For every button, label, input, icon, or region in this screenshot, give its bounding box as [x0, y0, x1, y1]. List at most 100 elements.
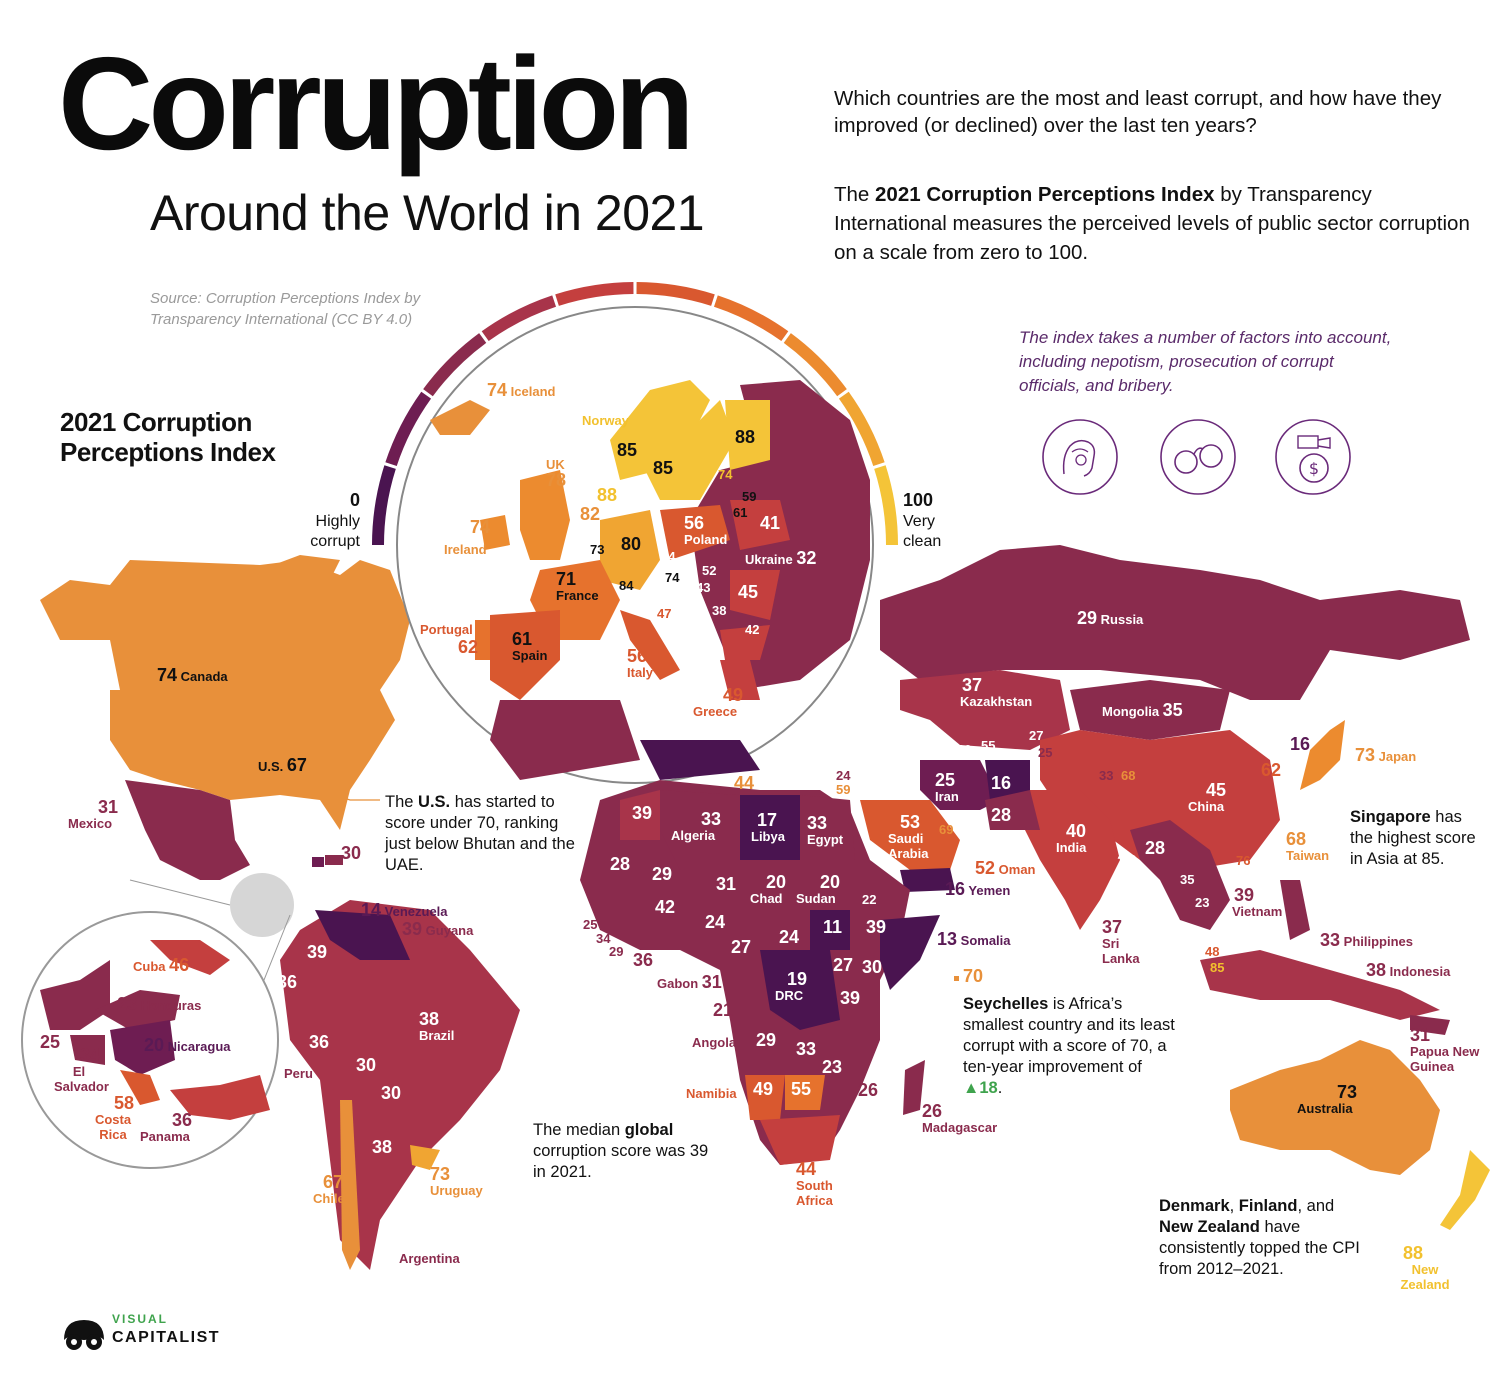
brand-capitalist: CAPITALIST — [112, 1329, 221, 1346]
note-top-finland: Finland — [1238, 1197, 1298, 1215]
label-germany: 80 — [621, 534, 642, 554]
label-drc: 19 DRC — [775, 969, 808, 1003]
label-spain: 61 Spain — [512, 629, 548, 663]
note-top-new-zealand: New Zealand — [1159, 1218, 1260, 1236]
visual-capitalist-logo-icon — [64, 1320, 104, 1350]
label-brazil: 38 Brazil — [419, 1009, 455, 1043]
note-singapore-rest: has the highest score in Asia at 85. — [1350, 808, 1476, 868]
label-greece: 49 Greece — [693, 685, 744, 719]
label-singapore: 85 — [1210, 960, 1225, 975]
note-top-sep1: , — [1229, 1197, 1239, 1215]
label-canada: 74 Canada — [157, 665, 228, 685]
label-slovakia: 52 — [702, 563, 717, 578]
label-costa-rica: 58 Costa Rica — [94, 1093, 135, 1142]
label-new-zealand: 88 New Zealand — [1400, 1243, 1450, 1292]
label-angola-name: Angola — [692, 1035, 737, 1050]
iran-shape — [920, 760, 1000, 810]
label-norway-name: Norway — [582, 413, 629, 428]
label-botswana: 55 — [791, 1079, 812, 1099]
label-chad: 20 Chad — [750, 872, 787, 906]
label-cote-divoire: 36 — [633, 950, 654, 970]
label-tanzania: 39 — [840, 988, 861, 1008]
note-us: The U.S. has started to score under 70, … — [385, 792, 585, 876]
scale-arc-segment-10 — [874, 465, 898, 546]
southeast-asia-shape — [1130, 820, 1230, 930]
label-bosnia: 35 — [689, 606, 704, 621]
legend-max-value: 100 — [903, 490, 934, 510]
europe-inset — [396, 306, 874, 784]
australia-shape — [1230, 1040, 1440, 1175]
label-el-salvador: 34 El Salvador — [54, 1045, 109, 1094]
label-turkmenistan: 55 — [981, 738, 996, 753]
label-uae: 69 — [939, 822, 954, 837]
label-kyrgyzstan: 27 — [1029, 728, 1044, 743]
label-mexico: 31 Mexico — [68, 797, 119, 831]
label-mongolia: Mongolia 35 — [1102, 700, 1183, 720]
label-cuba: Cuba 46 — [133, 955, 190, 975]
india-shape — [1020, 790, 1120, 930]
label-uganda: 27 — [833, 955, 854, 975]
label-ukraine: Ukraine 32 — [745, 548, 817, 568]
label-india: 40 India — [1056, 821, 1087, 855]
new-zealand-shape — [1440, 1150, 1490, 1230]
label-france: 71 France — [556, 569, 599, 603]
russia-shape — [880, 545, 1470, 700]
label-liberia: 29 — [609, 944, 624, 959]
note-top-countries: Denmark, Finland, and New Zealand have c… — [1159, 1196, 1364, 1280]
handcuffs-icon — [1160, 419, 1236, 495]
note-seychelles-change: ▲18 — [963, 1079, 998, 1097]
page-title: Corruption — [58, 30, 695, 177]
label-estonia: 74 — [718, 467, 733, 482]
venezuela-shape — [315, 910, 410, 960]
label-japan: 73 Japan — [1355, 745, 1417, 765]
japan-shape — [1300, 720, 1345, 790]
algeria-shape — [660, 790, 740, 870]
greenland-shape — [260, 555, 340, 585]
label-uruguay: 73 Uruguay — [430, 1164, 483, 1198]
madagascar-shape — [903, 1060, 925, 1115]
label-serbia: 38 — [712, 603, 727, 618]
label-china: 45 China — [1188, 780, 1227, 814]
legend-min: 0 Highly corrupt — [300, 490, 360, 552]
scale-arc-segment-2 — [385, 391, 432, 467]
note-seychelles-rest: is Africa’s smallest country and its lea… — [963, 995, 1175, 1076]
central-america-highlight — [230, 873, 294, 937]
scale-arc-segment-4 — [481, 295, 557, 342]
scale-arc-segment-5 — [555, 282, 634, 306]
note-singapore: Singapore has the highest score in Asia … — [1350, 807, 1480, 870]
label-algeria: 33 Algeria — [671, 809, 722, 843]
scale-arc-segment-3 — [423, 333, 487, 397]
legend-min-value: 0 — [349, 490, 360, 510]
scale-arc-segment-8 — [783, 333, 847, 397]
intro-cpi-prefix: The — [834, 183, 876, 206]
label-south-africa: 44 South Africa — [796, 1159, 833, 1208]
legend-max-label2: clean — [903, 533, 942, 550]
saudi-shape — [860, 800, 960, 870]
note-median: The median global corruption score was 3… — [533, 1120, 713, 1183]
label-oman: 52 Oman — [975, 858, 1036, 878]
label-north-macedonia: 46 — [697, 636, 712, 651]
canada-shape — [40, 560, 410, 695]
label-norway: 85 — [617, 440, 638, 460]
note-us-bold: U.S. — [418, 793, 451, 811]
central-america-inset — [21, 911, 279, 1169]
scale-arc-segment-7 — [713, 295, 789, 342]
pakistan-shape — [985, 790, 1040, 830]
label-namibia-name: Namibia — [686, 1086, 737, 1101]
label-bulgaria: 42 — [745, 622, 760, 637]
label-congo: 21 — [713, 1000, 734, 1020]
label-tajikistan: 25 — [1038, 745, 1053, 760]
brand-visual: VISUAL — [112, 1312, 169, 1326]
label-burkina-faso: 42 — [655, 897, 676, 917]
label-ecuador: 36 — [277, 972, 298, 992]
label-nigeria: 24 — [705, 912, 726, 932]
label-central-african-republic: 24 — [779, 927, 800, 947]
label-niger: 31 — [716, 874, 737, 894]
label-guinea: 25 — [583, 917, 598, 932]
label-sudan: 20 Sudan — [796, 872, 841, 906]
label-eritrea: 22 — [862, 892, 877, 907]
label-russia: 29 Russia — [1077, 608, 1144, 628]
label-portugal: 62 — [458, 637, 479, 657]
legend-max-label1: Very — [903, 513, 936, 530]
label-nepal: 33 — [1099, 768, 1114, 783]
